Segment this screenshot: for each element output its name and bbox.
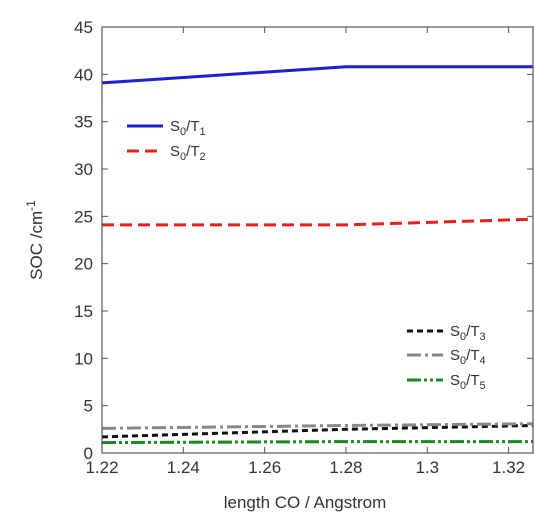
y-axis-title-base: SOC /cm — [27, 211, 46, 280]
legend-label: S0/T3 — [450, 323, 486, 343]
series-line-2 — [102, 217, 534, 227]
y-tick-label: 30 — [74, 160, 93, 179]
legend-label: S0/T4 — [450, 347, 486, 367]
series-line-5 — [101, 440, 533, 445]
y-tick-label: 5 — [84, 397, 93, 416]
legend-entry: S0/T2 — [127, 143, 206, 163]
legend-label: S0/T1 — [170, 118, 206, 138]
series-line-4 — [101, 422, 534, 430]
y-axis-title: SOC /cm-1 — [24, 200, 46, 280]
x-tick-label: 1.3 — [415, 458, 439, 477]
y-tick-label: 20 — [74, 255, 93, 274]
x-tick-label: 1.28 — [329, 458, 362, 477]
y-tick-label: 40 — [74, 65, 93, 84]
y-tick-label: 15 — [74, 302, 93, 321]
legend-entry: S0/T5 — [407, 372, 486, 392]
legend-lower-right: S0/T3 S0/T4 S0/T5 — [407, 323, 486, 392]
y-tick-label: 35 — [74, 113, 93, 132]
legend-upper-left: S0/T1 S0/T2 — [127, 118, 206, 163]
y-tick-label: 10 — [74, 349, 93, 368]
y-axis-title-superscript: -1 — [24, 200, 38, 211]
x-tick-label: 1.32 — [492, 458, 525, 477]
legend-label: S0/T5 — [450, 372, 486, 392]
x-axis-ticks: 1.22 1.24 1.26 1.28 1.3 1.32 — [85, 27, 525, 477]
legend-entry: S0/T3 — [407, 323, 486, 343]
x-tick-label: 1.22 — [85, 458, 118, 477]
x-tick-label: 1.24 — [167, 458, 200, 477]
series-layer — [101, 65, 534, 445]
legend-entry: S0/T1 — [127, 118, 206, 138]
y-tick-label: 45 — [74, 18, 93, 37]
legend-entry: S0/T4 — [407, 347, 486, 367]
x-axis-title: length CO / Angstrom — [224, 493, 387, 512]
y-tick-label: 0 — [84, 444, 93, 463]
y-axis-ticks: 0 5 10 15 20 25 30 35 40 45 — [74, 18, 533, 463]
plot-frame — [101, 26, 534, 454]
x-tick-label: 1.26 — [248, 458, 281, 477]
series-line-3 — [101, 424, 534, 439]
legend-label: S0/T2 — [170, 143, 206, 163]
series-line-1 — [101, 65, 533, 85]
y-tick-label: 25 — [74, 207, 93, 226]
